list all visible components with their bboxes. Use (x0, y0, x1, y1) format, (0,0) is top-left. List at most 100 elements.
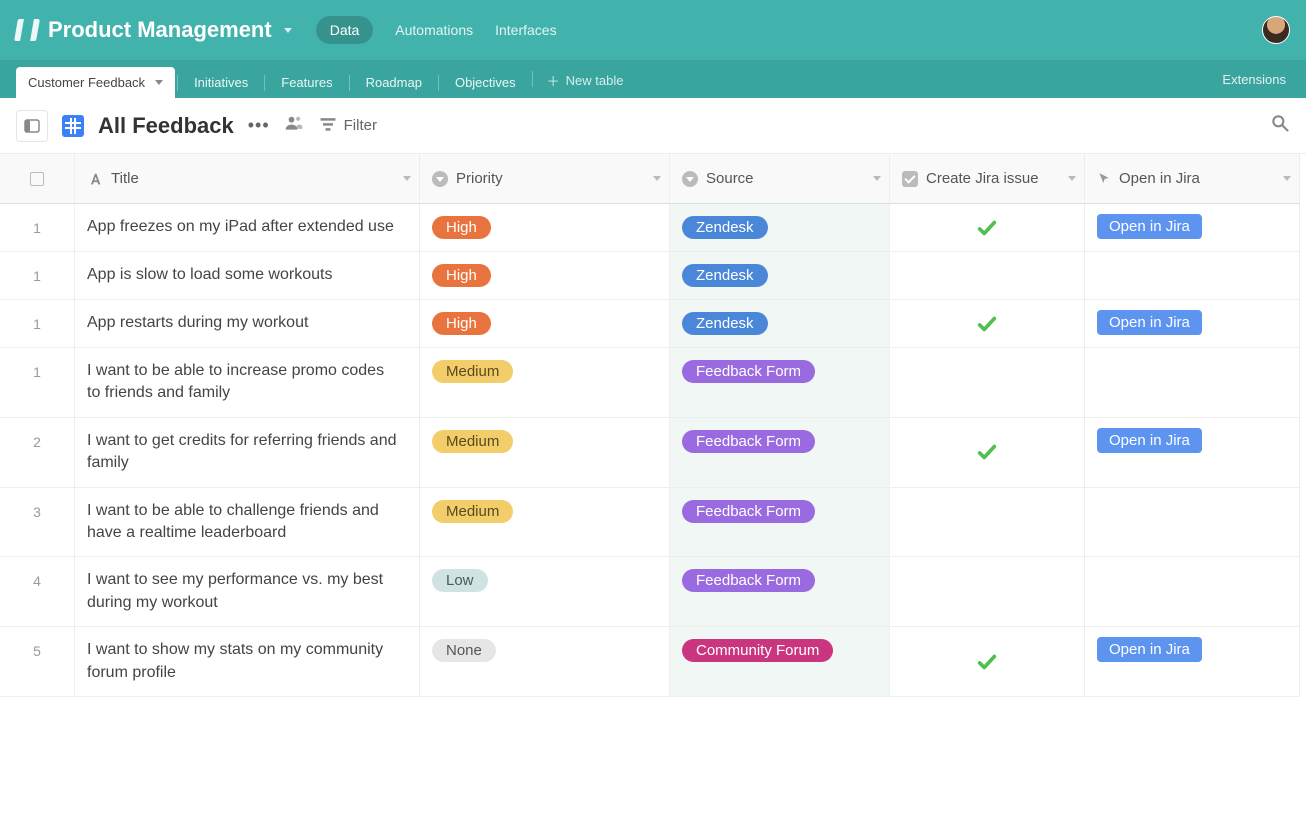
base-title[interactable]: Product Management (48, 17, 272, 43)
cell-create-jira[interactable] (890, 204, 1085, 252)
open-in-jira-button[interactable]: Open in Jira (1097, 214, 1202, 239)
search-icon[interactable] (1270, 113, 1290, 138)
priority-badge: Low (432, 569, 488, 592)
column-label: Create Jira issue (926, 170, 1039, 187)
data-grid: Title Priority Source Create Jira issue … (0, 154, 1306, 697)
cell-create-jira[interactable] (890, 488, 1085, 558)
tab-initiatives[interactable]: Initiatives (180, 67, 262, 98)
nav-interfaces[interactable]: Interfaces (495, 22, 556, 38)
cell-priority[interactable]: Low (420, 557, 670, 627)
row-number: 1 (0, 348, 75, 418)
cell-priority[interactable]: High (420, 300, 670, 348)
source-badge: Feedback Form (682, 430, 815, 453)
row-number: 2 (0, 418, 75, 488)
row-number: 5 (0, 627, 75, 697)
cell-open-jira (1085, 348, 1300, 418)
cell-source[interactable]: Zendesk (670, 300, 890, 348)
view-sidebar-toggle[interactable] (16, 110, 48, 142)
column-menu-icon[interactable] (1283, 176, 1291, 181)
view-title[interactable]: All Feedback (98, 113, 234, 139)
tab-customer-feedback[interactable]: Customer Feedback (16, 67, 175, 98)
column-header-priority[interactable]: Priority (420, 154, 670, 204)
column-menu-icon[interactable] (653, 176, 661, 181)
more-options-icon[interactable]: ••• (248, 115, 270, 136)
cell-create-jira[interactable] (890, 252, 1085, 300)
plus-icon: ＋ (547, 71, 560, 90)
cell-source[interactable]: Feedback Form (670, 348, 890, 418)
source-badge: Feedback Form (682, 360, 815, 383)
filter-icon (318, 114, 338, 138)
cell-create-jira[interactable] (890, 418, 1085, 488)
row-number: 4 (0, 557, 75, 627)
select-all-checkbox[interactable] (30, 172, 44, 186)
cell-source[interactable]: Zendesk (670, 204, 890, 252)
cell-priority[interactable]: High (420, 204, 670, 252)
cell-create-jira[interactable] (890, 557, 1085, 627)
column-menu-icon[interactable] (403, 176, 411, 181)
source-badge: Zendesk (682, 264, 768, 287)
chevron-down-icon[interactable] (155, 80, 163, 85)
divider (349, 75, 350, 91)
cell-priority[interactable]: High (420, 252, 670, 300)
cell-priority[interactable]: None (420, 627, 670, 697)
tab-roadmap[interactable]: Roadmap (352, 67, 436, 98)
cell-create-jira[interactable] (890, 627, 1085, 697)
tab-features[interactable]: Features (267, 67, 346, 98)
cell-title[interactable]: App restarts during my workout (75, 300, 420, 348)
cell-priority[interactable]: Medium (420, 348, 670, 418)
share-icon[interactable] (284, 113, 304, 138)
extensions-link[interactable]: Extensions (1218, 64, 1290, 95)
cell-source[interactable]: Community Forum (670, 627, 890, 697)
row-number: 1 (0, 252, 75, 300)
cell-source[interactable]: Feedback Form (670, 557, 890, 627)
chevron-down-icon[interactable] (284, 28, 292, 33)
column-header-source[interactable]: Source (670, 154, 890, 204)
cell-priority[interactable]: Medium (420, 418, 670, 488)
cell-title[interactable]: I want to be able to increase promo code… (75, 348, 420, 418)
column-header-title[interactable]: Title (75, 154, 420, 204)
divider (438, 75, 439, 91)
column-label: Source (706, 170, 754, 187)
check-icon (976, 217, 998, 239)
cell-create-jira[interactable] (890, 348, 1085, 418)
column-menu-icon[interactable] (1068, 176, 1076, 181)
open-in-jira-button[interactable]: Open in Jira (1097, 637, 1202, 662)
column-header-create-jira[interactable]: Create Jira issue (890, 154, 1085, 204)
cell-open-jira (1085, 557, 1300, 627)
cell-source[interactable]: Feedback Form (670, 488, 890, 558)
source-badge: Feedback Form (682, 500, 815, 523)
cell-source[interactable]: Feedback Form (670, 418, 890, 488)
priority-badge: Medium (432, 360, 513, 383)
row-number: 3 (0, 488, 75, 558)
cell-source[interactable]: Zendesk (670, 252, 890, 300)
cell-create-jira[interactable] (890, 300, 1085, 348)
source-badge: Feedback Form (682, 569, 815, 592)
column-header-open-jira[interactable]: Open in Jira (1085, 154, 1300, 204)
nav-data[interactable]: Data (316, 16, 374, 44)
top-links: Data Automations Interfaces (316, 16, 557, 44)
cell-title[interactable]: I want to see my performance vs. my best… (75, 557, 420, 627)
open-in-jira-button[interactable]: Open in Jira (1097, 428, 1202, 453)
cell-title[interactable]: App is slow to load some workouts (75, 252, 420, 300)
cell-title[interactable]: App freezes on my iPad after extended us… (75, 204, 420, 252)
filter-button[interactable]: Filter (318, 114, 377, 138)
column-menu-icon[interactable] (873, 176, 881, 181)
source-badge: Zendesk (682, 216, 768, 239)
cell-open-jira: Open in Jira (1085, 300, 1300, 348)
open-in-jira-button[interactable]: Open in Jira (1097, 310, 1202, 335)
cell-title[interactable]: I want to show my stats on my community … (75, 627, 420, 697)
cell-open-jira (1085, 252, 1300, 300)
nav-automations[interactable]: Automations (395, 22, 473, 38)
new-table-button[interactable]: ＋ New table (535, 63, 636, 98)
text-column-icon (87, 171, 103, 187)
divider (177, 75, 178, 91)
sidebar-icon (24, 118, 40, 134)
cell-priority[interactable]: Medium (420, 488, 670, 558)
divider (532, 71, 533, 87)
cell-title[interactable]: I want to be able to challenge friends a… (75, 488, 420, 558)
tab-label: Customer Feedback (28, 75, 145, 90)
button-column-icon (1097, 171, 1111, 187)
cell-title[interactable]: I want to get credits for referring frie… (75, 418, 420, 488)
tab-objectives[interactable]: Objectives (441, 67, 530, 98)
user-avatar[interactable] (1262, 16, 1290, 44)
